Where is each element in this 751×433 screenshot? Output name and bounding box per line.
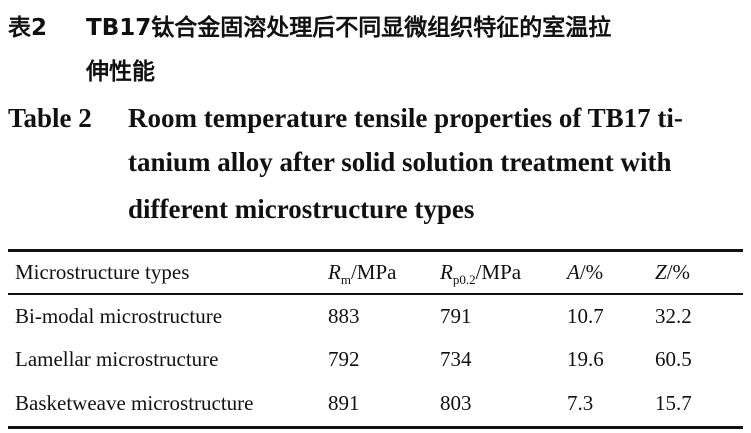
table-cell: 791 — [440, 304, 472, 328]
table-cell: 15.7 — [655, 391, 692, 415]
table-cell: 734 — [440, 347, 472, 371]
table-cell: Basketweave microstructure — [15, 391, 254, 415]
caption-cn-text: TB17钛合金固溶处理后不同显微组织特征的室温拉 — [86, 15, 612, 41]
table-cell: Bi-modal microstructure — [15, 304, 223, 328]
caption-cn-line2: 伸性能 — [86, 59, 155, 85]
caption-cn-line1: 表2 TB17钛合金固溶处理后不同显微组织特征的室温拉 — [8, 8, 611, 42]
table-cell: 883 — [328, 304, 360, 328]
header-a: A/% — [567, 260, 604, 284]
table-cell: 10.7 — [567, 304, 604, 328]
table-header-rule — [8, 293, 743, 295]
header-z: Z/% — [655, 260, 691, 284]
table-cell: 792 — [328, 347, 360, 371]
header-rp02: Rp0.2/MPa — [440, 260, 522, 287]
table-cell: 32.2 — [655, 304, 692, 328]
table-cell: 803 — [440, 391, 472, 415]
table-cell: Lamellar microstructure — [15, 347, 219, 371]
caption-en-line2: tanium alloy after solid solution treatm… — [128, 147, 672, 177]
table-top-rule — [8, 249, 743, 252]
caption-en-line1: Table 2 Room temperature tensile properti… — [8, 103, 683, 134]
table-bottom-rule — [8, 426, 743, 429]
caption-en-line3: different microstructure types — [128, 194, 475, 224]
table-cell: 891 — [328, 391, 360, 415]
table-cell: 7.3 — [567, 391, 594, 415]
table-cell: 60.5 — [655, 347, 692, 371]
caption-en-label: Table 2 — [8, 103, 92, 133]
header-microstructure: Microstructure types — [15, 260, 190, 284]
caption-cn-label: 表2 — [8, 15, 48, 41]
caption-en-text: Room temperature tensile properties of T… — [128, 103, 683, 133]
table-cell: 19.6 — [567, 347, 604, 371]
header-rm: Rm/MPa — [328, 260, 397, 287]
